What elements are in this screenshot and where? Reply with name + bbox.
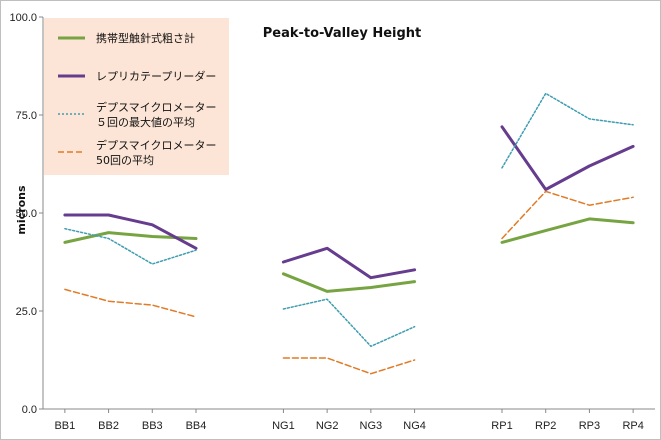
series-line-1 bbox=[281, 272, 417, 293]
x-tick-label: NG3 bbox=[360, 420, 383, 432]
x-tick-label: RP4 bbox=[622, 420, 643, 432]
legend-label: デプスマイクロメーター５回の最大値の平均 bbox=[96, 100, 216, 129]
x-tick-label: BB3 bbox=[142, 420, 163, 432]
series-line-4 bbox=[501, 190, 634, 240]
legend-label-line: 携帯型触針式粗さ計 bbox=[96, 31, 195, 45]
x-tick-label: RP1 bbox=[491, 420, 512, 432]
y-tick-label: 25.0 bbox=[16, 306, 37, 318]
x-tick-label: RP2 bbox=[535, 420, 556, 432]
legend-label-line: 50回の平均 bbox=[96, 154, 154, 167]
series-line-3 bbox=[501, 92, 634, 169]
y-tick-label: 0.0 bbox=[22, 404, 37, 416]
x-tick-label: NG4 bbox=[403, 420, 426, 432]
legend-label-line: ５回の最大値の平均 bbox=[96, 115, 195, 129]
legend-label-line: デプスマイクロメーター bbox=[96, 138, 216, 152]
legend-label-line: レプリカテープリーダー bbox=[96, 69, 216, 83]
y-tick-label: 50.0 bbox=[16, 208, 37, 220]
series-line-2 bbox=[500, 125, 635, 191]
legend-background bbox=[44, 18, 229, 175]
x-tick-label: BB4 bbox=[186, 420, 207, 432]
x-tick-label: BB1 bbox=[54, 420, 75, 432]
x-tick-label: NG2 bbox=[316, 420, 339, 432]
series-line-1 bbox=[500, 217, 635, 244]
series-line-2 bbox=[63, 213, 198, 250]
series-line-2 bbox=[281, 246, 417, 280]
legend: 携帯型触針式粗さ計レプリカテープリーダーデプスマイクロメーター５回の最大値の平均… bbox=[44, 18, 229, 175]
series-line-3 bbox=[282, 298, 416, 348]
chart-title: Peak-to-Valley Height bbox=[263, 26, 422, 41]
y-tick-label: 100.0 bbox=[9, 12, 37, 24]
legend-label: デプスマイクロメーター 50回の平均 bbox=[96, 138, 216, 167]
y-tick-label: 75.0 bbox=[16, 110, 37, 122]
x-tick-label: NG1 bbox=[272, 420, 295, 432]
legend-label: レプリカテープリーダー bbox=[96, 69, 216, 83]
x-tick-label: BB2 bbox=[98, 420, 119, 432]
series-layer bbox=[63, 92, 635, 375]
legend-label-line: デプスマイクロメーター bbox=[96, 100, 216, 114]
legend-label: 携帯型触針式粗さ計 bbox=[96, 31, 195, 45]
series-line-3 bbox=[64, 227, 197, 265]
series-line-4 bbox=[282, 357, 416, 375]
axes: 0.0 25.0 50.0 75.0 100.0 BB1 BB2 BB3 BB4 NG1 NG2 NG… bbox=[9, 12, 655, 432]
y-axis-label: microns bbox=[15, 185, 28, 235]
x-tick-label: RP3 bbox=[579, 420, 600, 432]
series-line-4 bbox=[64, 288, 197, 318]
